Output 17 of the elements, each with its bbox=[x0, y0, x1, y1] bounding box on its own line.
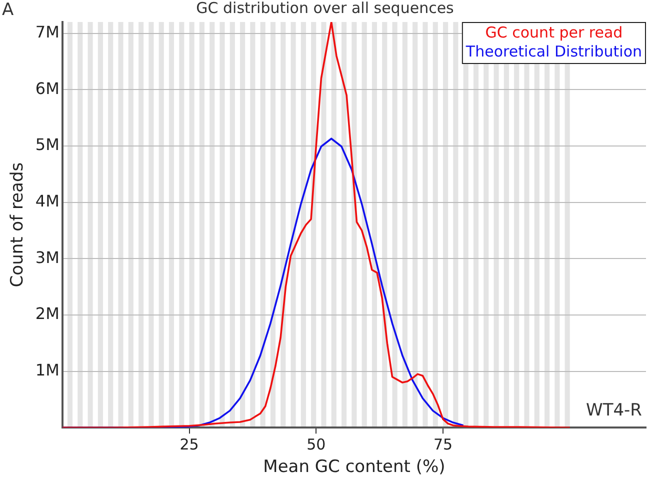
y-tick-label: 3M bbox=[35, 248, 60, 267]
x-axis-title: Mean GC content (%) bbox=[263, 457, 446, 478]
text: A bbox=[2, 0, 14, 20]
y-tick-label: 6M bbox=[35, 78, 60, 98]
x-tick-label: 50 bbox=[306, 435, 326, 454]
x-tick-label: 75 bbox=[433, 435, 453, 454]
y-tick-label: 1M bbox=[35, 360, 60, 380]
y-axis-title: Count of reads bbox=[8, 162, 28, 288]
annotation: WT4-R bbox=[586, 400, 642, 421]
y-tick-label: 2M bbox=[35, 304, 60, 324]
y-tick-label: 5M bbox=[35, 135, 60, 154]
text: Theoretical Distribution bbox=[464, 42, 642, 60]
y-tick-label: 4M bbox=[35, 191, 60, 210]
text: GC count per read bbox=[485, 23, 623, 42]
chart-title: GC distribution over all sequences bbox=[196, 0, 454, 17]
y-tick-label: 7M bbox=[35, 22, 60, 42]
x-tick-label: 25 bbox=[180, 435, 199, 454]
